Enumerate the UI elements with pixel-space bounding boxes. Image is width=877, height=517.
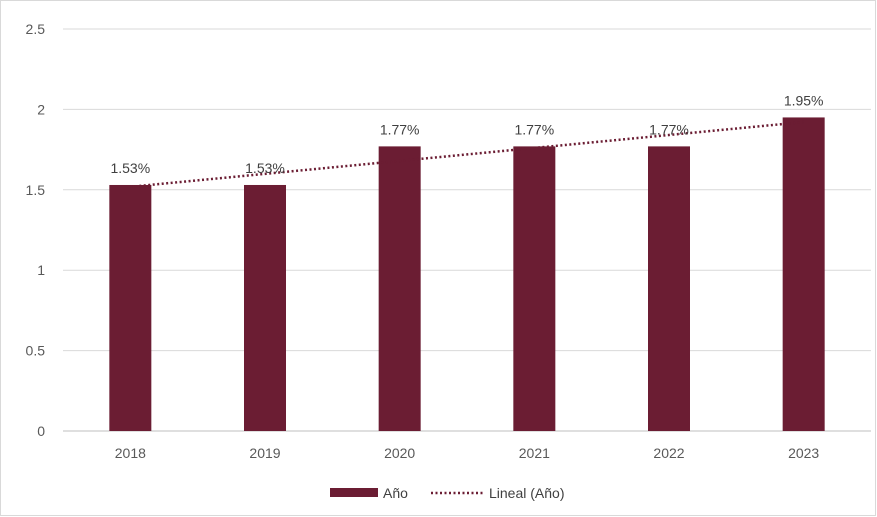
- trendline: [130, 120, 804, 189]
- data-label: 1.95%: [784, 92, 824, 108]
- bar-2023: [782, 117, 825, 431]
- bar-2021: [513, 146, 556, 431]
- legend-label-trendline: Lineal (Año): [489, 485, 565, 501]
- bar-2020: [378, 146, 421, 431]
- y-axis-ticks: 0 0.5 1 1.5 2 2.5: [26, 21, 46, 439]
- data-label: 1.53%: [110, 160, 150, 176]
- y-tick-label: 2: [37, 101, 45, 117]
- x-tick-label: 2023: [788, 445, 819, 461]
- bar-2019: [244, 184, 286, 431]
- x-tick-label: 2022: [653, 445, 684, 461]
- y-tick-label: 0: [37, 423, 45, 439]
- legend: Año Lineal (Año): [330, 485, 565, 501]
- y-tick-label: 0.5: [26, 343, 46, 359]
- x-tick-label: 2019: [249, 445, 280, 461]
- data-label: 1.77%: [380, 121, 420, 137]
- bars: [109, 117, 825, 431]
- data-label: 1.77%: [514, 121, 554, 137]
- y-tick-label: 1: [37, 262, 45, 278]
- legend-swatch-ano: [330, 488, 378, 497]
- x-tick-label: 2021: [519, 445, 550, 461]
- trendline-layer: [130, 120, 804, 189]
- data-label: 1.77%: [649, 121, 689, 137]
- legend-label-ano: Año: [383, 485, 408, 501]
- y-tick-label: 1.5: [26, 182, 46, 198]
- y-tick-label: 2.5: [26, 21, 46, 37]
- data-label: 1.53%: [245, 160, 285, 176]
- data-labels: 1.53% 1.53% 1.77% 1.77% 1.77% 1.95%: [110, 92, 823, 176]
- x-tick-label: 2020: [384, 445, 415, 461]
- bar-2022: [648, 146, 690, 431]
- x-axis-ticks: 2018 2019 2020 2021 2022 2023: [115, 445, 820, 461]
- x-tick-label: 2018: [115, 445, 146, 461]
- gridlines: [63, 28, 871, 432]
- bar-2018: [109, 184, 152, 431]
